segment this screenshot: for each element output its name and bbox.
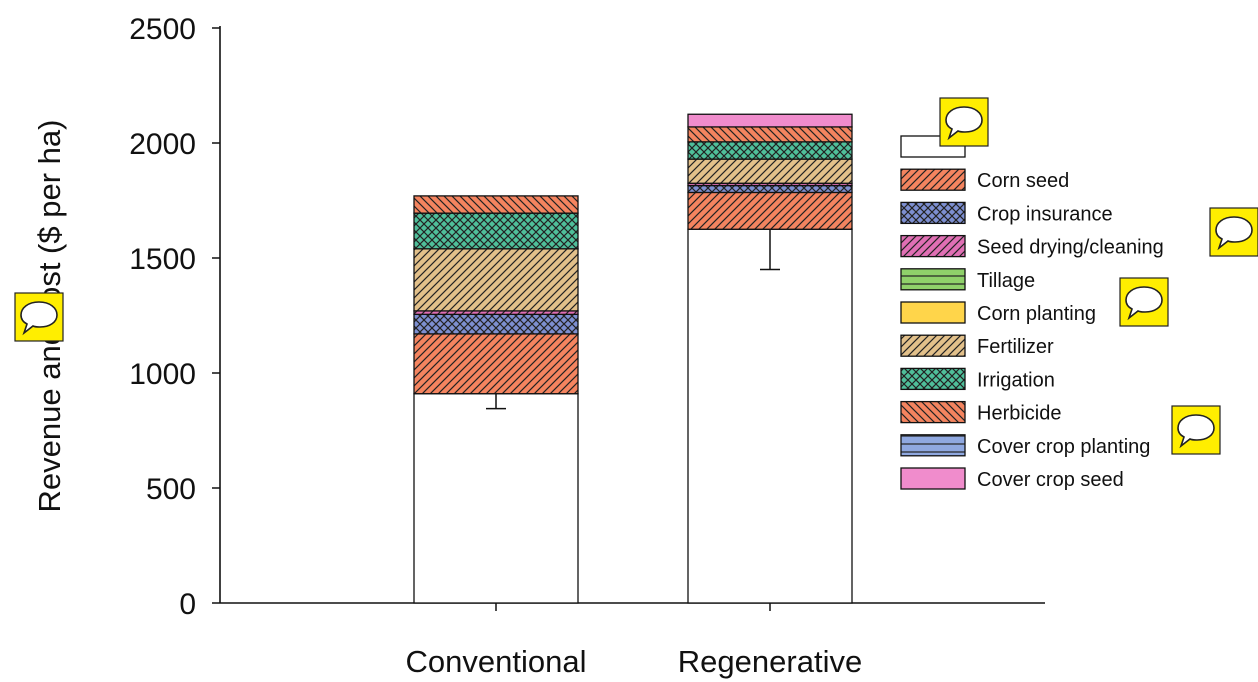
legend-label: Irrigation: [977, 369, 1055, 391]
legend-swatch: [900, 400, 966, 424]
bar-segment: [413, 333, 579, 395]
y-tick-label: 500: [146, 473, 196, 506]
legend-swatch: [900, 168, 966, 191]
bar-segment: [687, 158, 853, 184]
bar-segment: [687, 191, 853, 230]
bar-segment: [413, 212, 579, 250]
y-tick-label: 1500: [129, 243, 196, 276]
comment-icon[interactable]: [1119, 277, 1169, 327]
legend: Corn seed Crop insurance Seed drying/clean…: [900, 135, 1164, 491]
legend-label: Cover crop seed: [977, 469, 1124, 491]
legend-label: Herbicide: [977, 403, 1061, 425]
legend-swatch: [900, 234, 966, 258]
legend-swatch: [900, 268, 966, 291]
legend-label: Corn seed: [977, 170, 1069, 192]
legend-label: Crop insurance: [977, 203, 1113, 225]
category-label: Conventional: [406, 644, 587, 679]
comment-icon[interactable]: [1171, 405, 1221, 455]
comment-icon[interactable]: [1209, 207, 1258, 257]
bar-segment: [413, 313, 579, 335]
error-bar: [760, 229, 780, 271]
legend-swatch: [900, 434, 966, 457]
legend-swatch: [900, 467, 966, 490]
bar-segment: [687, 126, 853, 143]
legend-label: Seed drying/cleaning: [977, 237, 1164, 259]
legend-swatch: [900, 367, 966, 391]
category-label: Regenerative: [678, 644, 862, 679]
legend-swatch: [900, 301, 966, 324]
bar-segment: [413, 393, 579, 604]
bar-segment: [687, 113, 853, 128]
legend-label: Tillage: [977, 270, 1035, 292]
bar-segment: [687, 228, 853, 604]
bar-segment: [687, 184, 853, 194]
legend-label: Corn planting: [977, 303, 1096, 325]
bar-segment: [687, 141, 853, 160]
axes: 0 500 1000 1500 2000 2500 Conventional Regenera…: [129, 13, 1045, 679]
comment-icons[interactable]: [14, 97, 1258, 455]
comment-icon[interactable]: [14, 292, 64, 342]
bar-segment: [413, 248, 579, 312]
bar-segment: [413, 195, 579, 214]
error-bar: [486, 393, 506, 410]
comment-icon[interactable]: [939, 97, 989, 147]
legend-label: Cover crop planting: [977, 436, 1150, 458]
y-tick-label: 1000: [129, 358, 196, 391]
legend-label: Fertilizer: [977, 336, 1054, 358]
y-tick-label: 2500: [129, 13, 196, 46]
legend-swatch: [900, 201, 966, 225]
legend-swatch: [900, 334, 966, 357]
y-tick-label: 0: [179, 588, 196, 621]
y-tick-label: 2000: [129, 128, 196, 161]
bars: [413, 113, 853, 604]
